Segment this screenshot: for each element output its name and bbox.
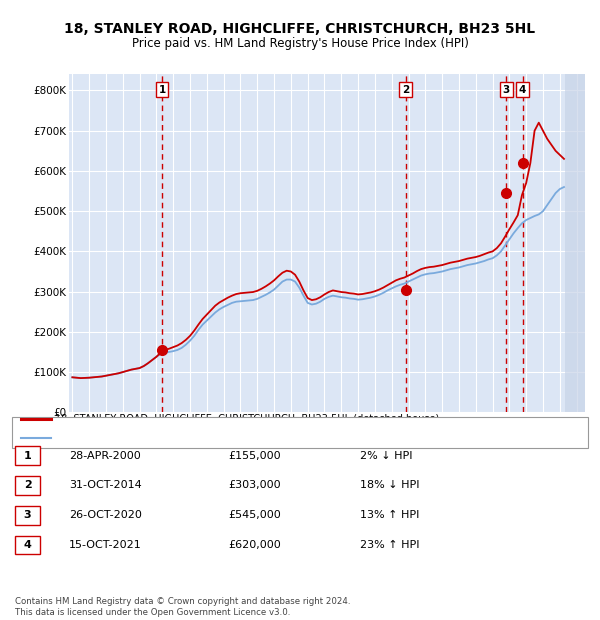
Text: 18, STANLEY ROAD, HIGHCLIFFE, CHRISTCHURCH, BH23 5HL: 18, STANLEY ROAD, HIGHCLIFFE, CHRISTCHUR… xyxy=(64,22,536,36)
Text: Price paid vs. HM Land Registry's House Price Index (HPI): Price paid vs. HM Land Registry's House … xyxy=(131,37,469,50)
Text: £303,000: £303,000 xyxy=(228,480,281,490)
Text: £155,000: £155,000 xyxy=(228,451,281,461)
Text: HPI: Average price, detached house, Bournemouth Christchurch and Poole: HPI: Average price, detached house, Bour… xyxy=(55,433,419,443)
Bar xyxy=(565,74,585,412)
Text: £545,000: £545,000 xyxy=(228,510,281,520)
Text: 2: 2 xyxy=(402,84,409,95)
Text: 3: 3 xyxy=(24,510,31,520)
Text: 13% ↑ HPI: 13% ↑ HPI xyxy=(360,510,419,520)
Text: 2% ↓ HPI: 2% ↓ HPI xyxy=(360,451,413,461)
Text: 4: 4 xyxy=(23,540,32,550)
Text: 3: 3 xyxy=(503,84,510,95)
Text: 4: 4 xyxy=(519,84,526,95)
Text: 2: 2 xyxy=(24,480,31,490)
Text: 15-OCT-2021: 15-OCT-2021 xyxy=(69,540,142,550)
Text: 1: 1 xyxy=(24,451,31,461)
Text: 23% ↑ HPI: 23% ↑ HPI xyxy=(360,540,419,550)
Text: 26-OCT-2020: 26-OCT-2020 xyxy=(69,510,142,520)
Text: Contains HM Land Registry data © Crown copyright and database right 2024.
This d: Contains HM Land Registry data © Crown c… xyxy=(15,598,350,617)
Text: 18% ↓ HPI: 18% ↓ HPI xyxy=(360,480,419,490)
Text: £620,000: £620,000 xyxy=(228,540,281,550)
Text: 1: 1 xyxy=(158,84,166,95)
Text: 28-APR-2000: 28-APR-2000 xyxy=(69,451,141,461)
Text: 31-OCT-2014: 31-OCT-2014 xyxy=(69,480,142,490)
Text: 18, STANLEY ROAD, HIGHCLIFFE, CHRISTCHURCH, BH23 5HL (detached house): 18, STANLEY ROAD, HIGHCLIFFE, CHRISTCHUR… xyxy=(55,414,439,423)
